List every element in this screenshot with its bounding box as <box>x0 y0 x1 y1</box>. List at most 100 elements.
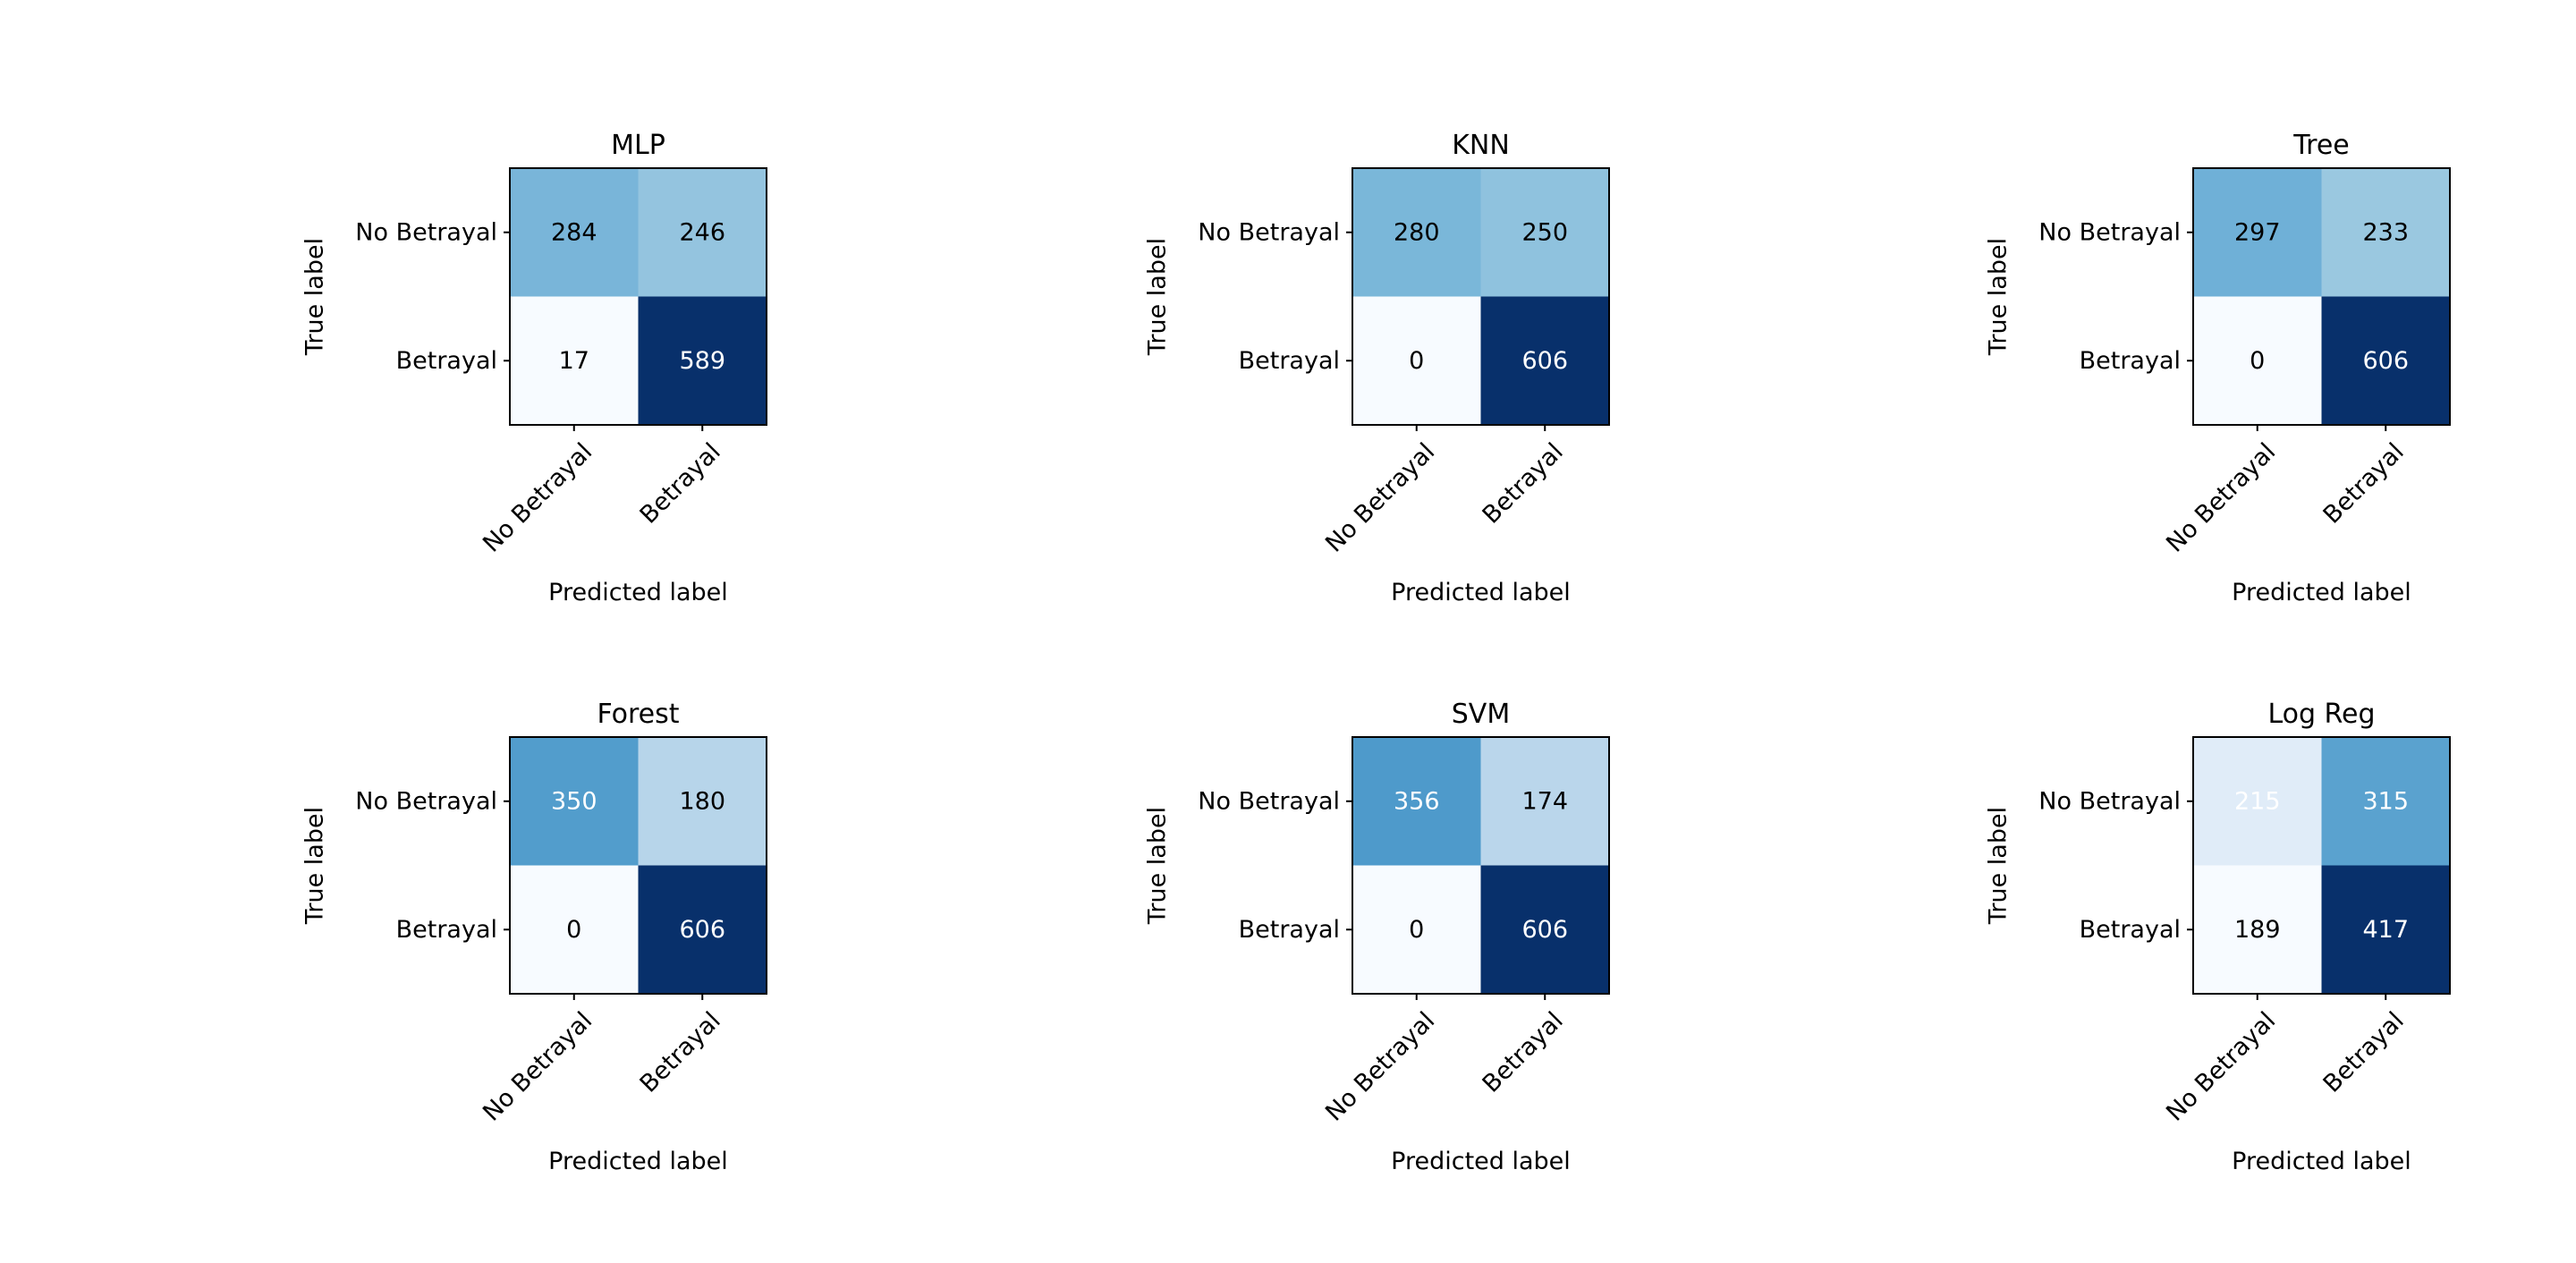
cell-value-label: 606 <box>2362 347 2409 375</box>
y-tick-label: Betrayal <box>396 347 497 375</box>
y-tick-label: Betrayal <box>1239 347 1340 375</box>
cell-value-label: 0 <box>1409 347 1424 375</box>
matrix-cell <box>1480 865 1609 994</box>
cell-value-label: 606 <box>1521 916 1568 944</box>
x-tick-label: No Betrayal <box>478 438 597 558</box>
chart-title: SVM <box>1452 699 1510 730</box>
cell-value-label: 189 <box>2234 916 2281 944</box>
matrix-cell <box>638 737 767 866</box>
cell-value-label: 0 <box>2250 347 2265 375</box>
y-tick-label: Betrayal <box>396 916 497 944</box>
cell-value-label: 174 <box>1521 787 1568 815</box>
x-axis-label: Predicted label <box>1391 1148 1571 1175</box>
chart-title: Log Reg <box>2267 699 2375 730</box>
x-axis-label: Predicted label <box>548 579 728 606</box>
cell-value-label: 356 <box>1394 787 1440 815</box>
confusion-matrix-panel: 356 174 0 606 SVM No Betrayal Betrayal No Betra… <box>1144 699 1610 1175</box>
plot-frame <box>2192 167 2451 426</box>
y-tick-label: No Betrayal <box>355 218 497 246</box>
y-tick-label: No Betrayal <box>2038 787 2181 815</box>
matrix-cell <box>510 296 639 425</box>
x-tick-label: No Betrayal <box>478 1007 597 1127</box>
chart-title: KNN <box>1452 130 1510 161</box>
x-axis-label: Predicted label <box>1391 579 1571 606</box>
plot-frame <box>509 736 767 995</box>
matrix-cell <box>638 296 767 425</box>
matrix-cell <box>510 737 639 866</box>
matrix-cell <box>2321 168 2450 297</box>
cell-value-label: 280 <box>1394 218 1440 246</box>
cell-value-label: 297 <box>2234 218 2281 246</box>
cell-value-label: 417 <box>2362 916 2409 944</box>
confusion-matrix-panel: 350 180 0 606 Forest No Betrayal Betrayal No Be… <box>301 699 767 1175</box>
chart-title: Forest <box>597 699 679 730</box>
x-tick-label: No Betrayal <box>1320 438 1440 558</box>
y-tick-label: Betrayal <box>1239 916 1340 944</box>
cell-value-label: 350 <box>551 787 597 815</box>
y-axis-label: True label <box>1144 238 1172 356</box>
y-tick-label: Betrayal <box>2080 347 2181 375</box>
cell-value-label: 250 <box>1521 218 1568 246</box>
y-axis-label: True label <box>301 807 329 925</box>
y-axis-label: True label <box>1985 807 2012 925</box>
x-tick-label: Betrayal <box>2318 438 2410 530</box>
x-tick-label: Betrayal <box>1478 438 1569 530</box>
cell-value-label: 284 <box>551 218 597 246</box>
cell-value-label: 0 <box>566 916 581 944</box>
x-tick-label: No Betrayal <box>2161 1007 2281 1127</box>
matrix-cell <box>2193 737 2322 866</box>
x-tick-label: No Betrayal <box>2161 438 2281 558</box>
plot-frame <box>1352 167 1610 426</box>
matrix-cell <box>1480 168 1609 297</box>
matrix-cell <box>1352 737 1481 866</box>
matrix-cell <box>510 865 639 994</box>
plot-frame <box>2192 736 2451 995</box>
y-axis-label: True label <box>1144 807 1172 925</box>
y-tick-label: No Betrayal <box>355 787 497 815</box>
y-axis-label: True label <box>301 238 329 356</box>
cell-value-label: 17 <box>559 347 589 375</box>
matrix-cell <box>638 865 767 994</box>
cell-value-label: 0 <box>1409 916 1424 944</box>
y-tick-label: No Betrayal <box>1198 218 1340 246</box>
confusion-matrix-panel: 284 246 17 589 MLP No Betrayal Betrayal No Betr… <box>301 130 767 606</box>
plot-frame <box>509 167 767 426</box>
matrix-cell <box>1480 296 1609 425</box>
cell-value-label: 246 <box>679 218 725 246</box>
cell-value-label: 315 <box>2362 787 2409 815</box>
chart-title: MLP <box>611 130 665 161</box>
chart-title: Tree <box>2292 130 2350 161</box>
matrix-cell <box>2193 296 2322 425</box>
matrix-cell <box>2193 168 2322 297</box>
cell-value-label: 606 <box>679 916 725 944</box>
matrix-cell <box>2321 865 2450 994</box>
cell-value-label: 606 <box>1521 347 1568 375</box>
cell-value-label: 180 <box>679 787 725 815</box>
y-tick-label: No Betrayal <box>2038 218 2181 246</box>
matrix-cell <box>638 168 767 297</box>
cell-value-label: 589 <box>679 347 725 375</box>
cell-value-label: 215 <box>2234 787 2281 815</box>
x-axis-label: Predicted label <box>2232 579 2411 606</box>
x-tick-label: Betrayal <box>635 438 726 530</box>
plot-frame <box>1352 736 1610 995</box>
matrix-cell <box>1352 168 1481 297</box>
x-tick-label: Betrayal <box>2318 1007 2410 1098</box>
confusion-matrix-panel: 215 315 189 417 Log Reg No Betrayal Betrayal No… <box>1985 699 2451 1175</box>
x-axis-label: Predicted label <box>2232 1148 2411 1175</box>
confusion-matrix-panel: 297 233 0 606 Tree No Betrayal Betrayal No Betr… <box>1985 130 2451 606</box>
matrix-cell <box>1352 865 1481 994</box>
cell-value-label: 233 <box>2362 218 2409 246</box>
y-tick-label: No Betrayal <box>1198 787 1340 815</box>
y-tick-label: Betrayal <box>2080 916 2181 944</box>
matrix-cell <box>1352 296 1481 425</box>
matrix-cell <box>510 168 639 297</box>
x-tick-label: Betrayal <box>635 1007 726 1098</box>
confusion-matrix-panel: 280 250 0 606 KNN No Betrayal Betrayal No Betra… <box>1144 130 1610 606</box>
matrix-cell <box>2321 737 2450 866</box>
x-axis-label: Predicted label <box>548 1148 728 1175</box>
y-axis-label: True label <box>1985 238 2012 356</box>
matrix-cell <box>2321 296 2450 425</box>
x-tick-label: No Betrayal <box>1320 1007 1440 1127</box>
